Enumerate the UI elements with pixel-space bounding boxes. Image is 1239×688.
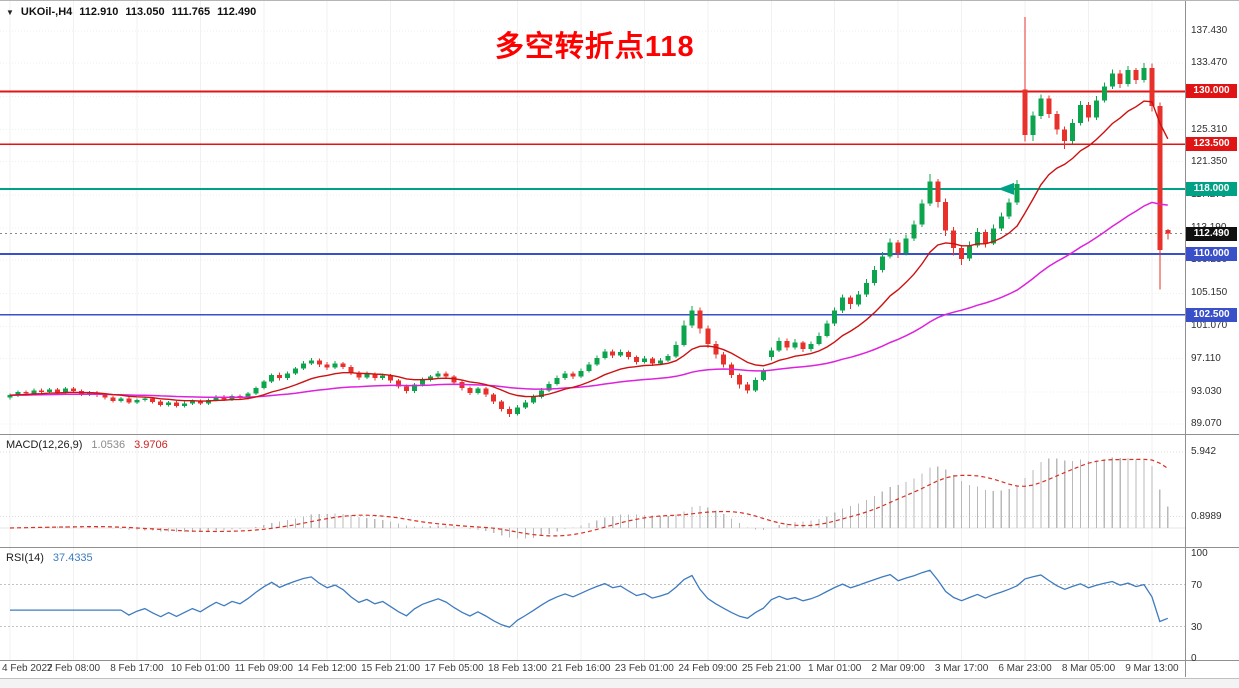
level-arrow-marker bbox=[998, 182, 1014, 195]
time-axis-label: 2 Mar 09:00 bbox=[871, 663, 925, 674]
macd-header: MACD(12,26,9) 1.0536 3.9706 bbox=[6, 439, 168, 451]
rsi-axis-label: 70 bbox=[1191, 579, 1203, 591]
macd-label: MACD(12,26,9) bbox=[6, 439, 83, 451]
time-axis-label: 18 Feb 13:00 bbox=[488, 663, 547, 674]
macd-histogram bbox=[17, 457, 1169, 539]
price-level-tag: 102.500 bbox=[1186, 307, 1237, 322]
rsi-label: RSI(14) bbox=[6, 552, 44, 564]
rsi-header: RSI(14) 37.4335 bbox=[6, 552, 93, 564]
macd-signal-line bbox=[9, 458, 1169, 537]
time-axis-label: 8 Mar 05:00 bbox=[1061, 663, 1116, 674]
macd-signal-value: 3.9706 bbox=[134, 439, 168, 451]
horizontal-scrollbar-track[interactable] bbox=[0, 678, 1239, 688]
axis-tick-label: 89.070 bbox=[1191, 417, 1222, 429]
panel-separator[interactable] bbox=[0, 547, 1239, 548]
time-axis-label: 11 Feb 09:00 bbox=[234, 663, 293, 674]
candles-layer bbox=[7, 17, 1171, 418]
panel-separator[interactable] bbox=[0, 660, 1239, 661]
symbol-timeframe-label: UKOil-,H4 bbox=[20, 6, 73, 18]
price-level-tag: 123.500 bbox=[1186, 137, 1237, 152]
macd-axis-label: 0.8989 bbox=[1191, 510, 1222, 522]
rsi-axis-label: 0 bbox=[1191, 653, 1197, 664]
ma-slow-line bbox=[9, 201, 1168, 399]
price-axis[interactable]: 137.430133.470129.390125.310121.350117.2… bbox=[1186, 1, 1239, 677]
time-axis-label: 24 Feb 09:00 bbox=[678, 663, 738, 674]
chart-ohlc-header: ▼ UKOil-,H4 112.910 113.050 111.765 112.… bbox=[6, 6, 256, 18]
time-axis-label: 25 Feb 21:00 bbox=[741, 663, 801, 674]
time-axis-label: 21 Feb 16:00 bbox=[551, 663, 611, 674]
time-axis-label: 7 Feb 08:00 bbox=[46, 663, 101, 674]
time-axis-label: 23 Feb 01:00 bbox=[614, 663, 674, 674]
time-axis-label: 3 Mar 17:00 bbox=[934, 663, 989, 674]
axis-tick-label: 133.470 bbox=[1191, 57, 1228, 69]
rsi-line bbox=[10, 569, 1169, 628]
time-axis-label: 6 Mar 23:00 bbox=[998, 663, 1052, 674]
price-chart-canvas[interactable] bbox=[0, 1, 1185, 434]
axis-tick-label: 125.310 bbox=[1191, 123, 1228, 135]
price-level-tag: 110.000 bbox=[1186, 246, 1237, 261]
axis-tick-label: 121.350 bbox=[1191, 155, 1228, 167]
rsi-value: 37.4335 bbox=[52, 552, 93, 564]
rsi-axis-label: 30 bbox=[1191, 621, 1203, 633]
axis-tick-label: 105.150 bbox=[1191, 287, 1228, 299]
price-level-tag: 130.000 bbox=[1186, 84, 1237, 99]
time-axis-label: 17 Feb 05:00 bbox=[424, 663, 484, 674]
price-level-tag: 118.000 bbox=[1186, 181, 1237, 196]
panel-separator[interactable] bbox=[0, 434, 1239, 435]
rsi-axis-label: 100 bbox=[1191, 548, 1208, 559]
axis-tick-label: 97.110 bbox=[1191, 352, 1221, 364]
high-value: 113.050 bbox=[125, 6, 165, 18]
annotation-text: 多空转折点118 bbox=[494, 31, 695, 63]
time-axis-label: 9 Mar 13:00 bbox=[1125, 663, 1179, 674]
macd-main-value: 1.0536 bbox=[91, 439, 126, 451]
collapse-arrow-icon[interactable]: ▼ bbox=[6, 7, 14, 17]
close-value: 112.490 bbox=[217, 6, 257, 18]
low-value: 111.765 bbox=[171, 6, 211, 18]
axis-tick-label: 137.430 bbox=[1191, 25, 1228, 36]
time-axis-label: 4 Feb 2022 bbox=[2, 663, 53, 674]
ma-fast-line bbox=[9, 100, 1169, 402]
time-axis-label: 15 Feb 21:00 bbox=[361, 663, 421, 674]
time-axis[interactable]: 4 Feb 2022 7 Feb 08:00 8 Feb 17:00 10 Feb 0… bbox=[0, 663, 1185, 677]
macd-panel-canvas[interactable] bbox=[0, 435, 1185, 547]
time-axis-label: 14 Feb 12:00 bbox=[297, 663, 357, 674]
axis-tick-label: 93.030 bbox=[1191, 385, 1222, 397]
current-price-tag: 112.490 bbox=[1186, 226, 1237, 241]
time-axis-label: 1 Mar 01:00 bbox=[808, 663, 862, 674]
macd-axis-label: 5.942 bbox=[1191, 445, 1217, 457]
time-axis-label: 10 Feb 01:00 bbox=[170, 663, 230, 674]
rsi-panel-canvas[interactable] bbox=[0, 548, 1185, 660]
time-axis-label: 8 Feb 17:00 bbox=[110, 663, 164, 674]
price-axis-divider bbox=[1185, 1, 1186, 677]
open-value: 112.910 bbox=[79, 6, 119, 18]
axis-tick-label: 101.070 bbox=[1191, 320, 1228, 332]
